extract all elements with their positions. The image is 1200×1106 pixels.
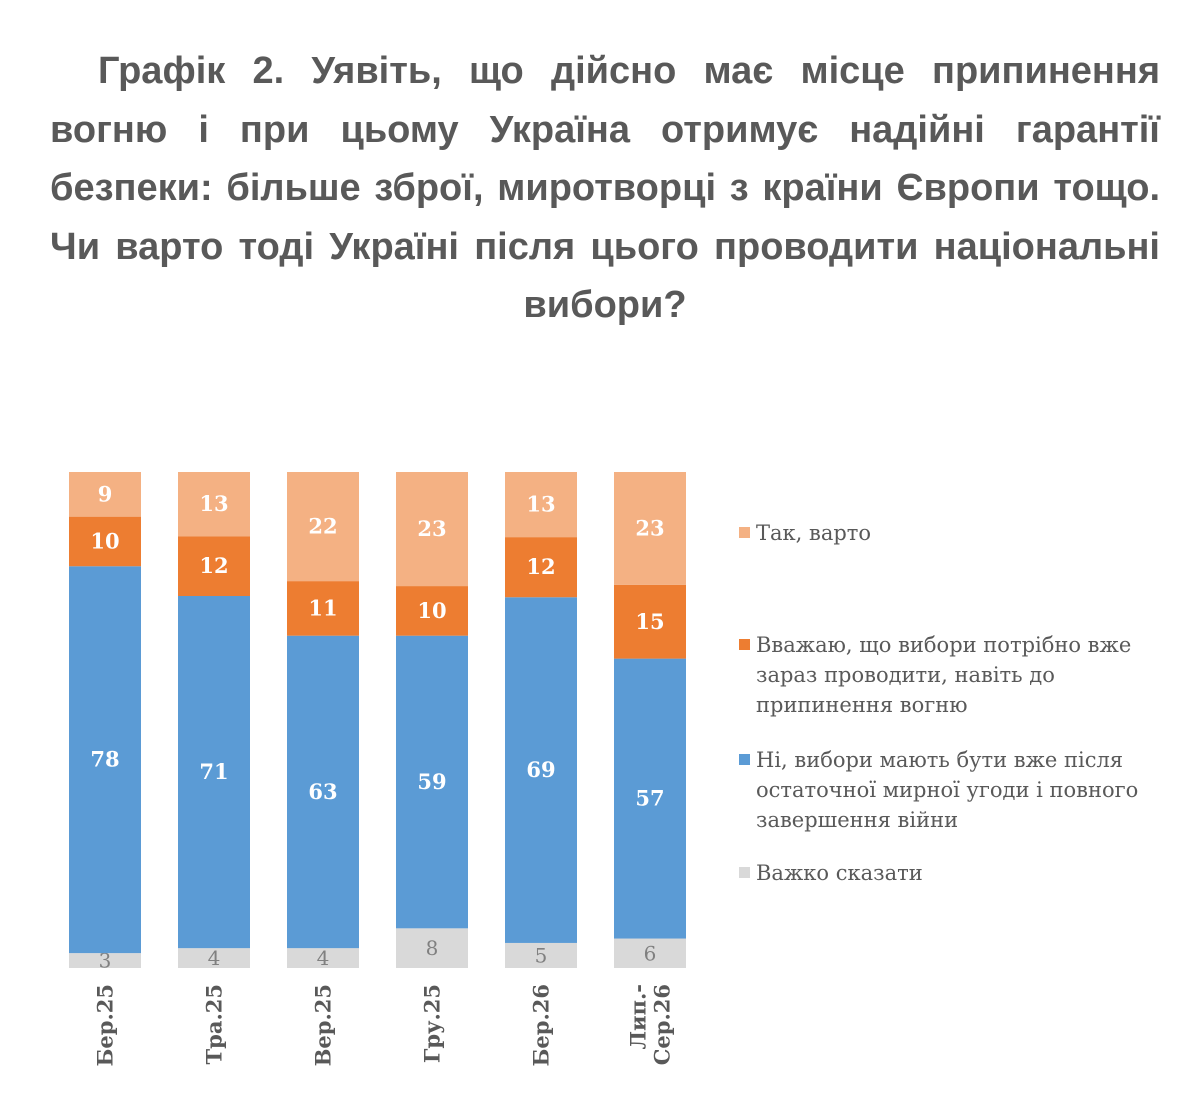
bar-segment-yes [396, 472, 468, 587]
bar-segment-now [69, 516, 141, 567]
data-label-hard: 5 [535, 943, 548, 967]
bar-segment-now [396, 586, 468, 636]
bar-segment-hard [178, 948, 250, 968]
data-label-yes: 23 [417, 516, 446, 541]
data-label-yes: 22 [308, 514, 337, 539]
x-tick-label: Гру.25 [420, 984, 445, 1063]
data-label-hard: 8 [426, 936, 439, 960]
x-tick-label: Тра.25 [202, 984, 227, 1064]
data-label-now: 15 [635, 609, 664, 634]
bar-segment-now [505, 537, 577, 598]
bar-segment-yes [287, 472, 359, 582]
bar-segment-no [505, 597, 577, 943]
data-label-yes: 13 [199, 491, 228, 516]
data-label-hard: 3 [99, 949, 112, 973]
bar-segment-no [396, 635, 468, 929]
legend-swatch-no [739, 754, 750, 765]
data-label-no: 57 [635, 786, 664, 811]
data-label-no: 59 [417, 769, 446, 794]
data-label-now: 12 [199, 553, 228, 578]
bar-segment-now [614, 584, 686, 659]
data-label-now: 12 [526, 554, 555, 579]
legend-label: Важко сказати [756, 861, 923, 885]
data-label-no: 63 [308, 779, 337, 804]
data-label-now: 10 [90, 528, 119, 553]
bar-segment-hard [396, 928, 468, 968]
legend-label: остаточної мирної угоди і повного [756, 778, 1138, 802]
x-tick-label: Лип.- [626, 984, 651, 1050]
bar-segment-no [178, 596, 250, 949]
x-tick-label: Сер.26 [650, 984, 675, 1065]
bar-segment-hard [614, 938, 686, 968]
bar-segment-yes [69, 472, 141, 517]
x-tick-label: Бер.25 [93, 984, 118, 1067]
bar-segment-now [287, 581, 359, 636]
legend-label: Так, варто [756, 521, 871, 545]
legend-swatch-now [739, 639, 750, 650]
data-label-no: 71 [199, 759, 228, 784]
data-label-now: 11 [308, 595, 337, 620]
bar-segment-hard [287, 948, 359, 968]
legend-swatch-hard [739, 867, 750, 878]
bar-segment-now [178, 536, 250, 596]
data-label-hard: 4 [317, 946, 330, 970]
bar-segment-yes [505, 472, 577, 538]
bar-segment-hard [69, 953, 141, 968]
legend-label: Ні, вибори мають бути вже після [756, 748, 1123, 772]
legend-label: Вважаю, що вибори потрібно вже [756, 633, 1131, 657]
legend-label: припинення вогню [756, 693, 968, 717]
legend-label: завершення війни [756, 808, 958, 832]
data-label-now: 10 [417, 598, 446, 623]
legend-swatch-yes [739, 527, 750, 538]
data-label-yes: 13 [526, 492, 555, 517]
data-label-hard: 6 [644, 941, 657, 965]
bar-segment-no [69, 566, 141, 954]
bar-segment-no [287, 635, 359, 949]
bar-segment-no [614, 658, 686, 939]
data-label-yes: 9 [98, 481, 113, 506]
x-tick-label: Вер.25 [311, 984, 336, 1066]
legend: Так, варто Вважаю, що вибори потрібно вже… [739, 521, 1138, 885]
data-label-yes: 23 [635, 515, 664, 540]
x-axis-tick-labels: Бер.25 Тра.25 Вер.25 Гру.25 Бер.26 Лип.- Сер.2… [93, 984, 675, 1067]
bars-group: 3 78 10 9 4 71 12 13 4 63 11 22 8 59 10 23 5 69 12 13 6 57 15 2… [69, 472, 686, 973]
chart-title: Графік 2. Уявіть, що дійсно має місце пр… [50, 50, 1160, 326]
x-tick-label: Бер.26 [529, 984, 554, 1067]
data-label-no: 78 [90, 747, 119, 772]
data-label-hard: 4 [208, 946, 221, 970]
legend-label: зараз проводити, навіть до [756, 663, 1055, 687]
data-label-no: 69 [526, 757, 555, 782]
bar-segment-yes [614, 472, 686, 585]
bar-segment-hard [505, 942, 577, 968]
bar-segment-yes [178, 472, 250, 537]
